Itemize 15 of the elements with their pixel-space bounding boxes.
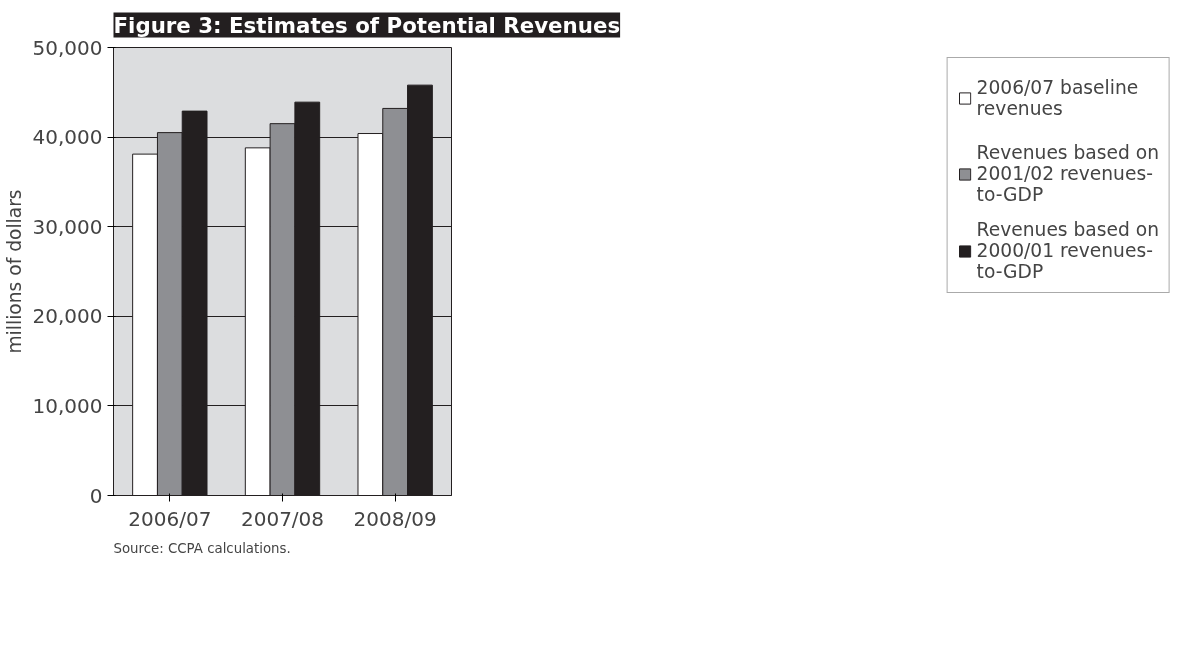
legend-label: 2006/07 baseline revenues: [976, 76, 1139, 121]
y-tick-label: 0: [89, 483, 103, 508]
y-tick-label: 40,000: [32, 125, 103, 150]
y-tick-label: 30,000: [32, 214, 103, 239]
legend-label: Revenues based on 2001/02 revenues-to-GDP: [976, 142, 1159, 205]
x-tick-label: 2008/09: [353, 506, 437, 531]
chart-title: Figure 3: Estimates of Potential Revenues: [113, 12, 621, 38]
y-axis-title: millions of dollars: [3, 189, 25, 354]
x-tick-label: 2006/07: [128, 506, 212, 531]
y-tick-label: 50,000: [32, 35, 103, 60]
legend-label: Revenues based on 2000/01 revenues-to-GDP: [976, 219, 1159, 282]
y-tick-label: 20,000: [32, 304, 103, 329]
x-tick-label: 2007/08: [240, 506, 325, 531]
y-tick-label: 10,000: [32, 393, 103, 418]
source-note: Source: CCPA calculations.: [113, 540, 291, 556]
